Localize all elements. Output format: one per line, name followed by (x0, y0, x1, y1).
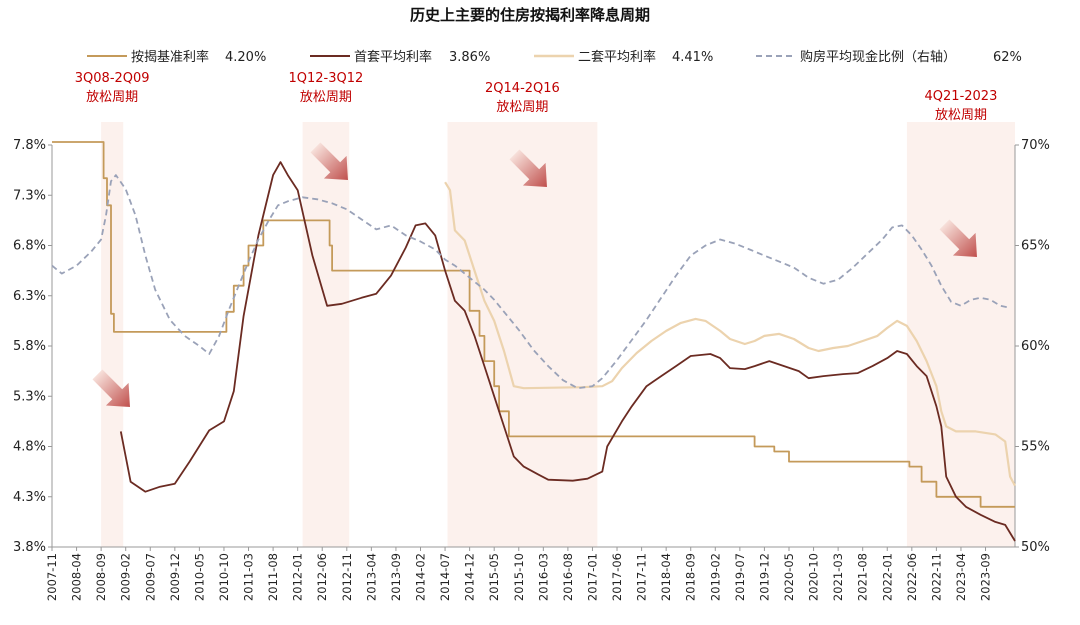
x-tick-label: 2016-03 (536, 553, 550, 601)
arrow-down-right-icon (939, 219, 977, 257)
relaxation-band (101, 122, 124, 547)
legend-label-cash-ratio: 购房平均现金比例（右轴） (800, 49, 956, 65)
x-tick-label: 2012-01 (291, 553, 305, 601)
y-left-tick-label: 4.3% (13, 490, 46, 505)
axes: 3.8% 4.3% 4.8% 5.3% 5.8% 6.3% 6.8% 7.3% 7.8% 50% 5… (13, 138, 1050, 601)
x-tick-label: 2014-07 (438, 553, 452, 601)
y-right-tick-label: 50% (1021, 540, 1050, 555)
cycle-label-period: 1Q12-3Q12 (289, 71, 364, 86)
arrow-down-right-icon (92, 369, 130, 407)
y-left-tick-label: 7.3% (13, 188, 46, 203)
cycle-label-period: 2Q14-2Q16 (485, 81, 560, 96)
relaxation-band (906, 122, 1015, 547)
x-tick-label: 2009-07 (143, 553, 157, 601)
x-tick-label: 2023-09 (979, 553, 993, 601)
x-tick-label: 2017-06 (610, 553, 624, 601)
legend-item-first-home-rate: 首套平均利率 3.86% (310, 49, 490, 65)
legend-item-second-home-rate: 二套平均利率 4.41% (534, 49, 713, 65)
y-left-tick-label: 6.8% (13, 239, 46, 254)
y-right-tick-label: 65% (1021, 239, 1050, 254)
chart-title: 历史上主要的住房按揭利率降息周期 (410, 6, 650, 24)
x-tick-label: 2022-11 (929, 553, 943, 601)
y-right-tick-label: 60% (1021, 339, 1050, 354)
x-tick-label: 2010-05 (192, 553, 206, 601)
legend-label-first-home-rate: 首套平均利率 (354, 49, 432, 65)
second-home-rate-line (444, 181, 1016, 487)
x-tick-label: 2007-11 (45, 553, 59, 601)
x-tick-label: 2010-10 (217, 553, 231, 601)
arrow-down-right-icon (509, 149, 547, 187)
x-tick-label: 2017-01 (585, 553, 599, 601)
x-tick-label: 2012-11 (340, 553, 354, 601)
series-lines (51, 141, 1016, 542)
y-left-tick-label: 5.3% (13, 389, 46, 404)
y-left-tick-label: 3.8% (13, 540, 46, 555)
x-tick-label: 2021-03 (831, 553, 845, 601)
x-tick-label: 2015-05 (487, 553, 501, 601)
y-left-tick-label: 6.3% (13, 289, 46, 304)
legend-label-base-rate: 按揭基准利率 (131, 49, 209, 65)
x-tick-label: 2016-08 (561, 553, 575, 601)
arrow-icons (92, 142, 977, 407)
x-tick-label: 2009-02 (119, 553, 133, 601)
x-tick-label: 2021-08 (856, 553, 870, 601)
x-tick-label: 2009-12 (168, 553, 182, 601)
legend-value-first-home-rate: 3.86% (449, 50, 490, 65)
x-tick-label: 2014-12 (463, 553, 477, 601)
x-tick-label: 2023-04 (954, 553, 968, 601)
y-left-tick-label: 7.8% (13, 138, 46, 153)
x-tick-label: 2014-02 (413, 553, 427, 601)
relaxation-band (302, 122, 350, 547)
x-tick-label: 2017-11 (635, 553, 649, 601)
legend-label-second-home-rate: 二套平均利率 (578, 49, 656, 65)
cycle-label-text: 放松周期 (86, 90, 138, 105)
legend-value-second-home-rate: 4.41% (672, 50, 713, 65)
x-tick-label: 2011-03 (242, 553, 256, 601)
cycle-label-text: 放松周期 (496, 100, 548, 115)
x-tick-label: 2019-07 (733, 553, 747, 601)
cycle-label-text: 放松周期 (300, 90, 352, 105)
y-right-tick-label: 55% (1021, 440, 1050, 455)
legend-item-cash-ratio: 购房平均现金比例（右轴） 62% (756, 49, 1022, 65)
y-right-tick-label: 70% (1021, 138, 1050, 153)
cash-ratio-line (51, 174, 1011, 390)
relaxation-cycle-labels: 3Q08-2Q09 放松周期 1Q12-3Q12 放松周期 2Q14-2Q16 放松周期 4… (75, 71, 998, 123)
first-home-rate-line (119, 161, 1016, 542)
x-tick-label: 2020-05 (782, 553, 796, 601)
legend: 按揭基准利率 4.20% 首套平均利率 3.86% 二套平均利率 4.41% 购… (87, 49, 1022, 65)
x-tick-label: 2012-06 (315, 553, 329, 601)
cycle-label-text: 放松周期 (935, 108, 987, 123)
base-rate-line (52, 141, 1015, 508)
legend-value-base-rate: 4.20% (225, 50, 266, 65)
x-tick-label: 2022-06 (905, 553, 919, 601)
x-tick-label: 2018-09 (684, 553, 698, 601)
x-tick-label: 2020-10 (807, 553, 821, 601)
legend-value-cash-ratio: 62% (993, 50, 1022, 65)
x-tick-label: 2022-01 (880, 553, 894, 601)
x-tick-label: 2008-04 (70, 553, 84, 601)
x-tick-label: 2013-09 (389, 553, 403, 601)
x-tick-label: 2013-04 (364, 553, 378, 601)
y-left-tick-label: 5.8% (13, 339, 46, 354)
cycle-label-period: 4Q21-2023 (925, 89, 998, 104)
y-left-tick-label: 4.8% (13, 440, 46, 455)
x-tick-label: 2008-09 (94, 553, 108, 601)
arrow-down-right-icon (310, 142, 348, 180)
cycle-label-period: 3Q08-2Q09 (75, 71, 150, 86)
x-tick-label: 2015-10 (512, 553, 526, 601)
x-tick-label: 2018-04 (659, 553, 673, 601)
x-tick-label: 2019-02 (708, 553, 722, 601)
x-tick-label: 2019-12 (757, 553, 771, 601)
legend-item-base-rate: 按揭基准利率 4.20% (87, 49, 266, 65)
x-tick-label: 2011-08 (266, 553, 280, 601)
